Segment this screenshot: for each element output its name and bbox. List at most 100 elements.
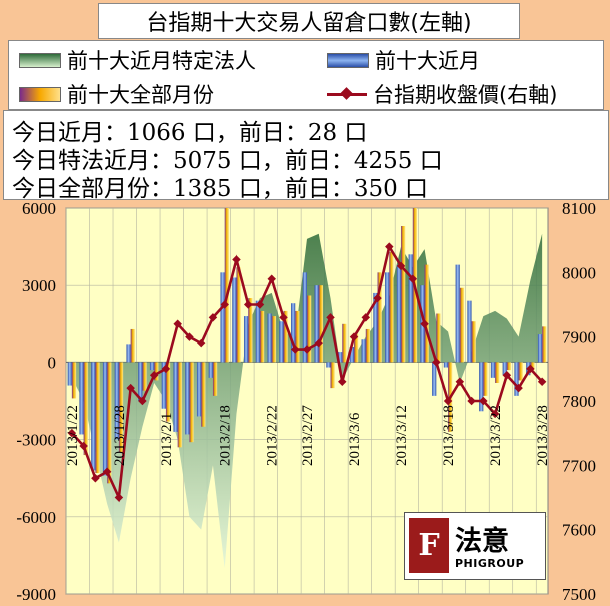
- bar-all: [365, 328, 371, 363]
- left-tick-label: 0: [48, 353, 57, 372]
- bar-near: [302, 272, 307, 363]
- bar-near: [291, 303, 296, 363]
- bar-near: [232, 277, 237, 363]
- price-point: [432, 358, 441, 367]
- bar-near: [490, 362, 496, 378]
- bar-near: [396, 264, 402, 363]
- price-point: [467, 396, 476, 406]
- stat-special: 今日特法近月：5075 口，前日：4255 口: [12, 148, 443, 174]
- logo-name: 法意: [455, 526, 509, 557]
- price-point: [385, 242, 394, 251]
- bar-series: [67, 208, 547, 484]
- bar-near: [349, 346, 355, 363]
- bar-all: [107, 362, 112, 484]
- right-axis: 8100 8000 7900 7800 7700 7600 7500: [562, 199, 596, 604]
- left-tick-label: -6000: [16, 508, 56, 527]
- bar-all: [165, 362, 171, 422]
- x-tick-label: 2013/1/28: [112, 405, 128, 466]
- bar-near: [314, 285, 319, 363]
- legend-label-gold: 前十大全部月份: [67, 83, 214, 107]
- bar-all: [530, 362, 535, 371]
- price-line-series: [67, 242, 547, 503]
- x-tick-label: 2013/3/22: [488, 405, 504, 466]
- bar-all: [459, 287, 465, 363]
- bar-near: [385, 272, 390, 363]
- bar-all: [95, 362, 100, 474]
- bar-all: [83, 362, 88, 456]
- right-tick-label: 7900: [562, 328, 596, 347]
- legend-item-gold: 前十大全部月份: [19, 79, 214, 109]
- legend-swatch-gold: [19, 86, 61, 102]
- left-tick-label: 6000: [22, 199, 56, 218]
- stats-panel: 今日近月：1066 口，前日：28 口 今日特法近月：5075 口，前日：425…: [3, 110, 609, 202]
- bar-near: [361, 339, 366, 363]
- price-point: [302, 345, 312, 354]
- x-tick-label: 2013/3/6: [347, 412, 363, 466]
- bar-all: [118, 362, 124, 453]
- price-point: [196, 338, 206, 348]
- bar-near: [373, 292, 378, 363]
- legend-swatch-blue: [327, 52, 369, 68]
- legend-swatch-green: [19, 52, 61, 68]
- bar-near: [67, 362, 72, 386]
- bar-all: [295, 310, 300, 363]
- bar-all: [236, 267, 241, 363]
- price-point: [373, 293, 382, 303]
- price-point: [102, 467, 112, 477]
- price-point: [291, 345, 300, 354]
- legend-label-line: 台指期收盤價(右軸): [373, 83, 558, 107]
- price-point: [338, 377, 347, 386]
- logo-mark-text: F: [418, 528, 440, 563]
- price-point: [514, 383, 523, 393]
- price-point: [490, 409, 500, 419]
- legend-item-blue: 前十大近月: [327, 45, 480, 75]
- stat-all: 今日全部月份：1385 口，前日：350 口: [12, 176, 429, 202]
- price-point: [185, 332, 194, 341]
- bar-all: [201, 362, 206, 427]
- bar-near: [408, 254, 413, 363]
- bar-all: [506, 362, 512, 371]
- bar-near: [243, 316, 249, 363]
- price-point: [126, 383, 135, 393]
- bar-all: [130, 328, 135, 363]
- bar-near: [443, 362, 449, 368]
- price-point: [420, 319, 429, 329]
- bar-near: [455, 264, 460, 363]
- bar-near: [326, 362, 331, 368]
- bar-near: [279, 321, 284, 363]
- price-point: [502, 371, 512, 380]
- bar-near: [502, 362, 507, 376]
- bar-near: [196, 362, 202, 417]
- bar-all: [436, 313, 441, 363]
- price-point: [220, 300, 229, 309]
- price-point: [349, 332, 359, 341]
- price-point: [326, 313, 335, 322]
- right-tick-label: 8000: [562, 263, 596, 282]
- price-point: [396, 261, 406, 271]
- price-point: [443, 396, 453, 406]
- logo-mark: F: [409, 518, 449, 573]
- x-tick-label: 2013/2/1: [159, 413, 175, 466]
- bar-near: [79, 362, 84, 435]
- bar-all: [224, 208, 229, 363]
- bar-all: [424, 264, 429, 363]
- bar-near: [161, 362, 166, 409]
- bar-all: [154, 362, 159, 381]
- price-point: [208, 313, 218, 322]
- bar-all: [259, 310, 265, 363]
- x-axis-labels: 2013/1/22 2013/1/28 2013/2/1 2013/2/18 2013/…: [65, 405, 551, 466]
- bar-all: [271, 316, 276, 363]
- bar-all: [177, 362, 182, 448]
- bar-all: [307, 295, 312, 363]
- phigroup-logo: F 法意 PHIGROUP: [404, 512, 546, 580]
- right-tick-label: 7500: [562, 585, 596, 604]
- bar-all: [377, 272, 382, 363]
- right-tick-label: 7800: [562, 392, 596, 411]
- bar-near: [208, 362, 213, 378]
- price-point: [79, 441, 88, 451]
- bar-all: [330, 362, 335, 389]
- right-tick-label: 8100: [562, 199, 596, 218]
- left-tick-label: -9000: [16, 585, 56, 604]
- bar-near: [432, 362, 437, 396]
- price-point: [243, 300, 253, 309]
